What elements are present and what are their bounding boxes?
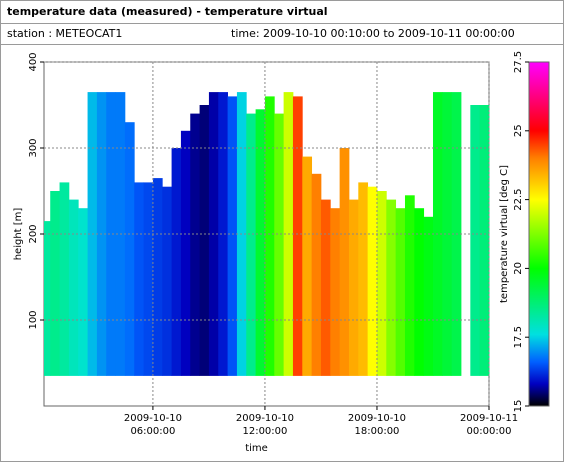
y-tick-label: 100 [28, 310, 39, 329]
y-tick-label: 300 [28, 138, 39, 157]
cell-column [358, 182, 369, 376]
cell-column [311, 173, 322, 376]
cell-column [274, 113, 285, 376]
cell-column [386, 199, 397, 376]
colorbar-tick-label: 20 [513, 262, 524, 275]
x-tick-label: 2009-10-10 12:00:00 [235, 413, 294, 437]
station: station : METEOCAT1 [7, 27, 123, 40]
cell-column [190, 113, 200, 376]
colorbar-tick-label: 22.5 [513, 188, 524, 210]
cell-column [330, 208, 341, 376]
y-axis-label: height [m] [13, 208, 24, 261]
cell-column [367, 186, 378, 376]
cell-column [479, 105, 490, 376]
cell-column [264, 96, 275, 376]
cell-column [171, 148, 182, 376]
cell-column [59, 182, 70, 376]
cell-column [376, 191, 387, 376]
cell-column [227, 96, 238, 376]
cell-column [199, 105, 210, 376]
cell-column [124, 122, 135, 376]
cell-column [348, 199, 359, 376]
cell-column [50, 191, 60, 376]
cell-column [302, 156, 313, 376]
cell-column [339, 148, 350, 376]
cell-column [162, 186, 172, 376]
title: temperature data (measured) - temperatur… [7, 5, 328, 18]
cell-column [255, 109, 266, 376]
cell-column [404, 195, 415, 376]
cell-column [395, 208, 406, 376]
cell-column [470, 105, 481, 376]
colorbar-tick-label: 17.5 [513, 326, 524, 348]
time-range: time: 2009-10-10 00:10:00 to 2009-10-11 … [231, 27, 515, 40]
colorbar-tick-label: 15 [513, 400, 524, 413]
cell-column [414, 208, 425, 376]
x-tick-label: 2009-10-11 00:00:00 [459, 413, 519, 437]
colorbar-label: temperature virtual [deg C] [499, 165, 510, 303]
x-tick-label: 2009-10-10 18:00:00 [347, 413, 407, 437]
cell-column [143, 182, 154, 376]
cell-column [152, 178, 163, 376]
y-tick-label: 200 [28, 224, 39, 243]
info-bar: station : METEOCAT1 time: 2009-10-10 00:… [1, 24, 563, 45]
cell-column [320, 199, 331, 376]
cell-column [68, 199, 79, 376]
y-tick-label: 400 [28, 52, 39, 71]
title-bar: temperature data (measured) - temperatur… [1, 1, 563, 24]
cell-column [442, 92, 453, 376]
cell-column [134, 182, 144, 376]
colorbar [528, 61, 550, 407]
x-tick-label: 2009-10-10 06:00:00 [123, 413, 182, 437]
cell-column [218, 92, 229, 376]
colorbar-tick-label: 27.5 [513, 51, 524, 73]
cell-column [106, 92, 116, 376]
cell-column [423, 216, 434, 376]
colorbar-tick-label: 25 [513, 124, 524, 137]
cell-column [44, 221, 51, 376]
cell-column [78, 208, 88, 376]
cell-column [246, 113, 257, 376]
x-axis-label: time [245, 443, 268, 454]
cell-column [180, 130, 191, 376]
cell-column [292, 96, 303, 376]
